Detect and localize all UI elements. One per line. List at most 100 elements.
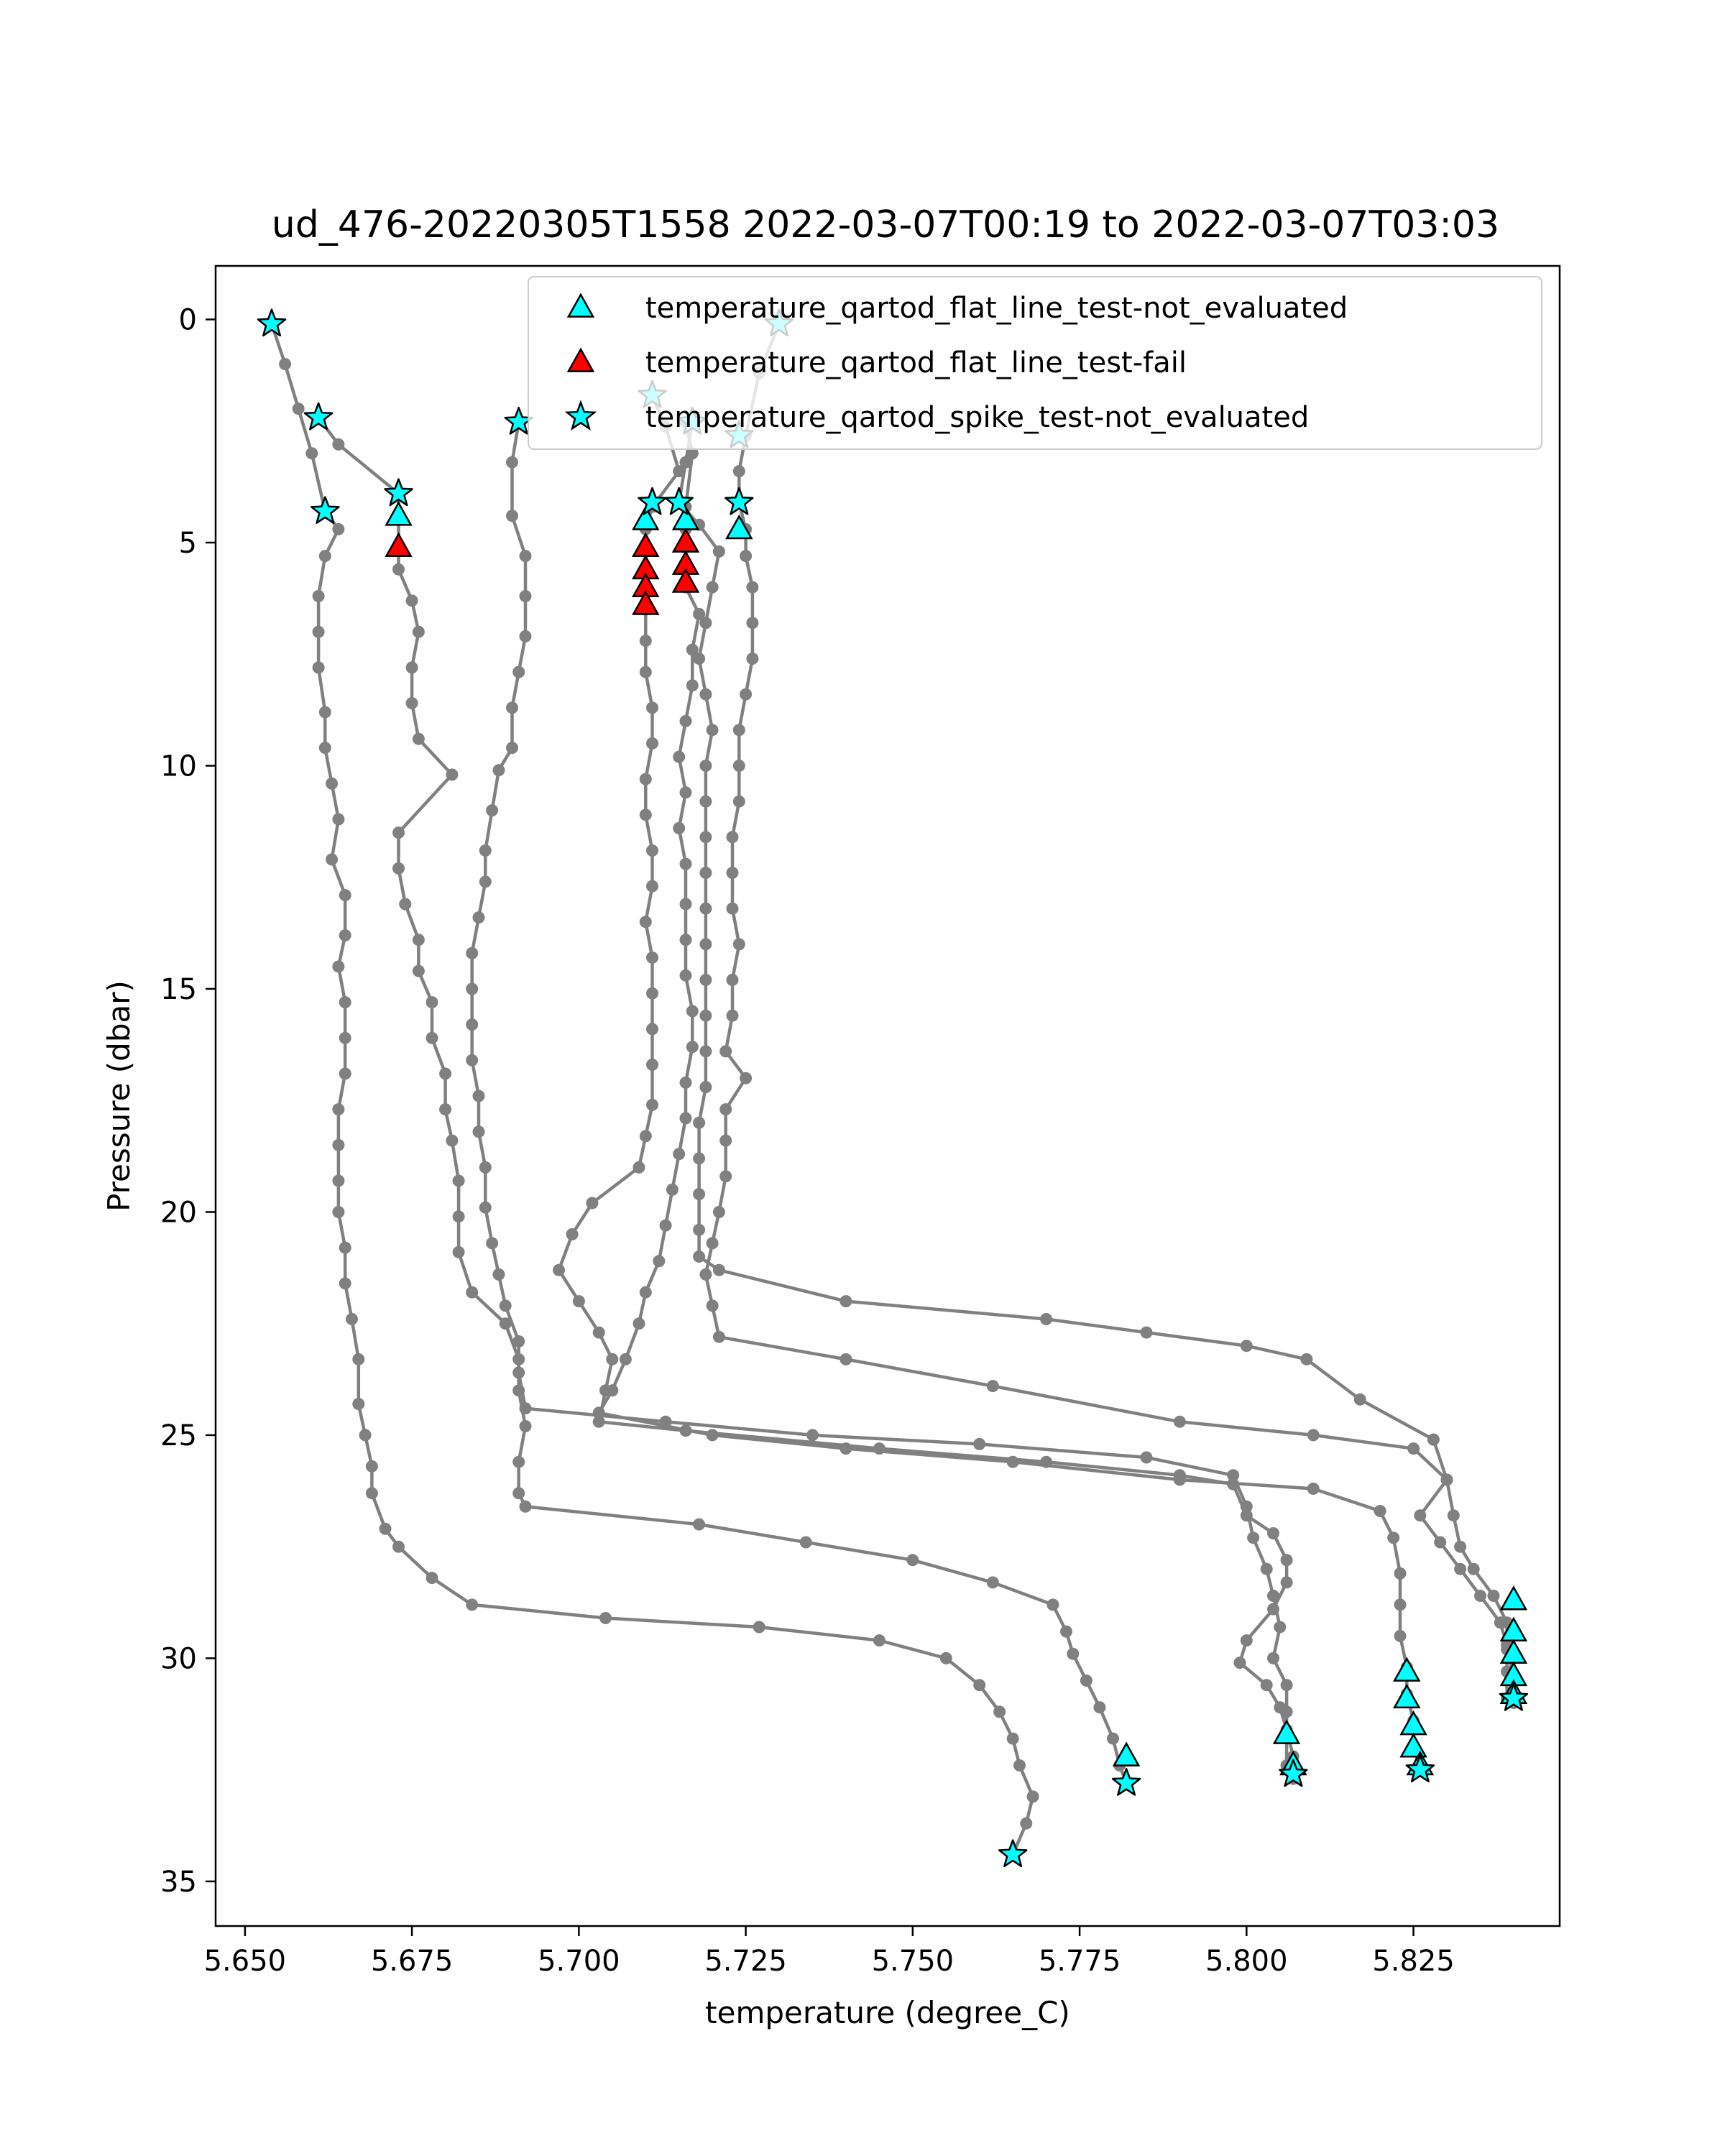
- profile-point: [446, 1134, 459, 1147]
- profile-point: [1227, 1469, 1240, 1482]
- profile-point: [679, 934, 692, 946]
- profile-point: [332, 438, 345, 451]
- y-tick-label: 35: [160, 1866, 197, 1899]
- profile-point: [686, 679, 699, 692]
- profile-point: [466, 1054, 479, 1067]
- profile-point: [693, 1188, 706, 1201]
- profile-point: [1280, 1554, 1293, 1567]
- profile-point: [492, 1268, 505, 1281]
- legend-marker-2: [566, 347, 595, 372]
- profile-point: [679, 969, 692, 982]
- profile-point: [339, 929, 351, 941]
- profile-point: [1353, 1393, 1366, 1406]
- flat-line-not-evaluated-marker: [1272, 1719, 1301, 1744]
- profile-point: [699, 938, 712, 951]
- profile-point: [519, 1420, 532, 1432]
- flat-line-fail-marker: [671, 568, 700, 593]
- x-axis: 5.650 5.675 5.700 5.725 5.750 5.775 5.800 5.825: [204, 1926, 1455, 1978]
- x-tick-label: 5.825: [1372, 1945, 1455, 1978]
- profile-point: [726, 974, 739, 986]
- profile-point: [479, 1161, 492, 1174]
- profile-point: [740, 1072, 753, 1084]
- profile-point: [392, 862, 405, 875]
- profile-point: [405, 661, 418, 674]
- profile-point: [1006, 1732, 1019, 1745]
- profile-point: [740, 550, 753, 563]
- profile-point: [592, 1406, 605, 1419]
- profile-point: [1026, 1790, 1039, 1803]
- profile-point: [693, 1223, 706, 1236]
- profile-point: [512, 1335, 525, 1348]
- profile-point: [1140, 1451, 1153, 1464]
- profile-point: [332, 1174, 345, 1187]
- profile-point: [1394, 1567, 1407, 1580]
- profile-point: [606, 1384, 619, 1397]
- profile-point: [699, 867, 712, 879]
- profile-point: [1080, 1674, 1092, 1687]
- profile-point: [646, 1098, 658, 1111]
- profile-point: [679, 898, 692, 911]
- profile-point: [312, 590, 325, 602]
- profile-point: [359, 1429, 372, 1442]
- profile-point: [506, 456, 518, 469]
- plot-frame: [214, 264, 1561, 1927]
- spike-not-evaluated-marker: [384, 478, 413, 507]
- profile-point: [706, 1237, 719, 1250]
- profile-point: [466, 1598, 479, 1611]
- profile-point: [906, 1554, 919, 1567]
- profile-point: [479, 844, 492, 857]
- profile-point: [1394, 1629, 1407, 1642]
- profile-point: [379, 1522, 392, 1535]
- profile-point: [619, 1353, 632, 1365]
- y-tick-label: 25: [160, 1419, 197, 1452]
- profile-point: [486, 804, 499, 817]
- profile-point: [452, 1245, 465, 1258]
- profile-point: [639, 1130, 652, 1143]
- y-tick-label: 15: [160, 973, 197, 1006]
- profile-point: [712, 1330, 725, 1343]
- profile-point: [452, 1174, 465, 1187]
- profile-point: [553, 1263, 565, 1276]
- profile-point: [466, 1018, 479, 1031]
- profile-point: [1006, 1455, 1019, 1468]
- profile-point: [326, 853, 339, 866]
- profile-line-2: [317, 416, 1128, 1784]
- profile-point: [1233, 1657, 1246, 1669]
- profile-point: [332, 960, 345, 973]
- profile-point: [339, 1241, 351, 1254]
- profile-line-6: [704, 323, 1509, 1699]
- profile-point: [646, 987, 658, 1000]
- profile-point: [1040, 1313, 1053, 1325]
- profile-point: [719, 1045, 732, 1058]
- profile-point: [732, 795, 745, 808]
- profile-point: [646, 844, 658, 857]
- flat-line-not-evaluated-marker: [385, 501, 413, 526]
- spike-not-evaluated-marker: [638, 487, 667, 515]
- x-tick-label: 5.775: [1039, 1945, 1121, 1978]
- profile-point: [1454, 1562, 1467, 1575]
- profile-point: [1046, 1598, 1059, 1611]
- flat-line-fail-marker: [385, 532, 413, 558]
- profile-point: [1474, 1590, 1486, 1602]
- profile-point: [840, 1442, 852, 1455]
- profile-point: [1240, 1340, 1253, 1353]
- profile-point: [719, 1134, 732, 1147]
- profile-point: [1260, 1562, 1273, 1575]
- profile-point: [292, 402, 305, 415]
- profile-point: [726, 831, 739, 844]
- profile-point: [466, 982, 479, 995]
- flat-line-fail-marker: [632, 590, 660, 615]
- profile-point: [318, 550, 331, 563]
- y-axis-label: Pressure (dbar): [101, 980, 137, 1212]
- profile-point: [679, 786, 692, 799]
- profile-point: [479, 875, 492, 888]
- profile-point: [732, 938, 745, 951]
- profile-point: [632, 1161, 645, 1174]
- profile-point: [799, 1536, 812, 1549]
- profile-point: [339, 996, 351, 1009]
- profile-point: [512, 1487, 525, 1500]
- profile-point: [519, 550, 532, 563]
- profile-point: [412, 732, 425, 745]
- profile-point: [699, 831, 712, 844]
